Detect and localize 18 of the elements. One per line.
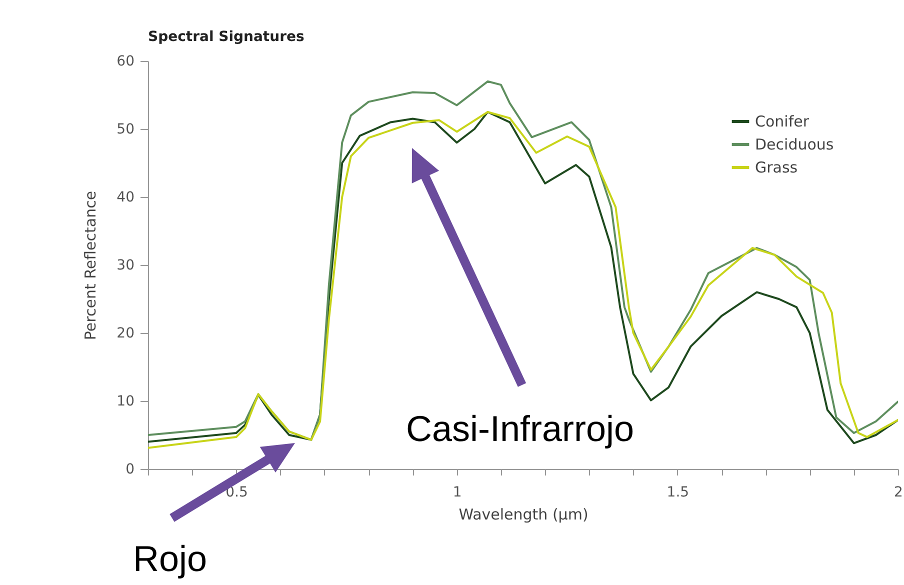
legend-label: Deciduous xyxy=(755,136,834,154)
text: Rojo xyxy=(132,538,208,579)
chart-title: Spectral Signatures xyxy=(148,29,304,45)
y-tick-label: 0 xyxy=(126,462,134,478)
y-tick-label: 10 xyxy=(116,394,134,410)
y-tick-label: 20 xyxy=(116,326,134,342)
y-tick-label: 60 xyxy=(116,54,134,70)
x-tick-label: 1 xyxy=(452,484,462,500)
y-tick-label: 40 xyxy=(116,190,134,206)
legend-label: Conifer xyxy=(755,112,810,130)
x-axis-title: Wavelength (µm) xyxy=(458,506,588,524)
y-axis-title: Percent Reflectance xyxy=(82,190,100,340)
y-tick-label: 50 xyxy=(116,122,134,138)
y-tick-label: 30 xyxy=(116,258,134,274)
annotation: Casi-Infrarrojo xyxy=(406,408,634,449)
legend-label: Grass xyxy=(755,158,798,176)
x-tick-label: 2 xyxy=(894,484,903,500)
x-tick-label: 1.5 xyxy=(666,484,690,500)
